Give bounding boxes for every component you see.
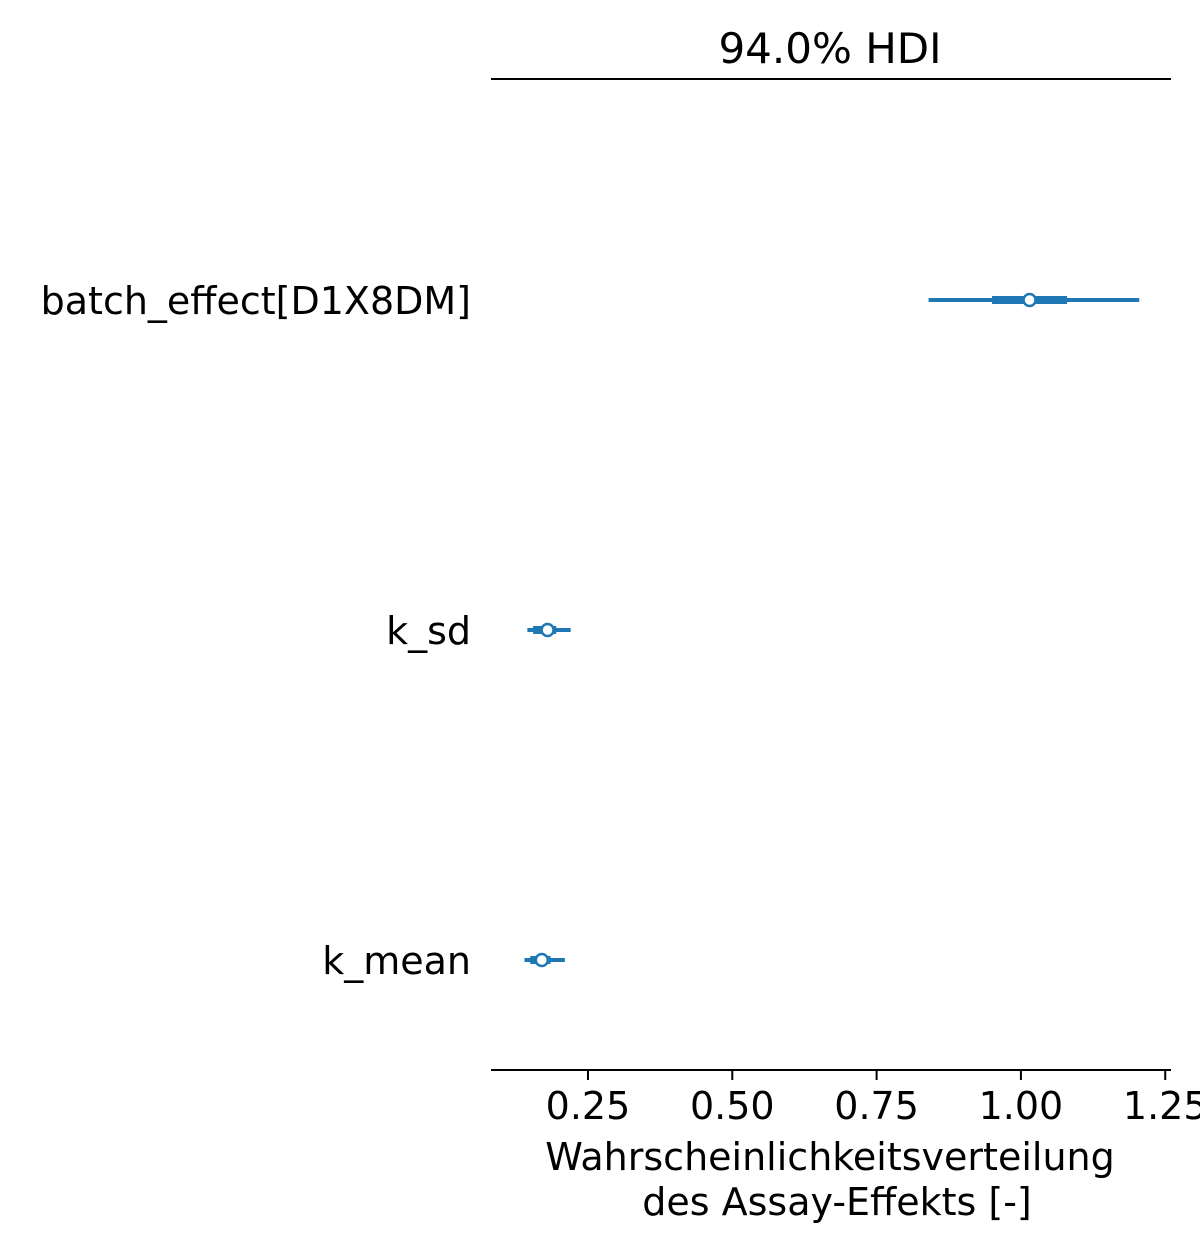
x-axis-label-line-1: Wahrscheinlichkeitsverteilung [545, 1135, 1114, 1179]
parameter-rows: batch_effect[D1X8DM] k_sd k_mean [41, 279, 1140, 983]
x-axis-ticks: 0.25 0.50 0.75 1.00 1.25 [546, 1070, 1200, 1128]
median-point [1022, 292, 1037, 308]
x-tick-label: 0.25 [546, 1084, 631, 1128]
median-point [534, 952, 550, 968]
x-tick-label: 1.00 [979, 1084, 1064, 1128]
parameter-label: batch_effect[D1X8DM] [41, 279, 471, 323]
x-axis-label-line-2: des Assay-Effekts [-] [642, 1180, 1032, 1224]
x-tick-label: 1.25 [1123, 1084, 1200, 1128]
chart-title: 94.0% HDI [718, 24, 941, 73]
parameter-label: k_mean [322, 939, 471, 983]
x-tick-label: 0.50 [690, 1084, 775, 1128]
parameter-label: k_sd [386, 609, 471, 653]
x-tick-label: 0.75 [834, 1084, 919, 1128]
median-point [540, 622, 555, 638]
